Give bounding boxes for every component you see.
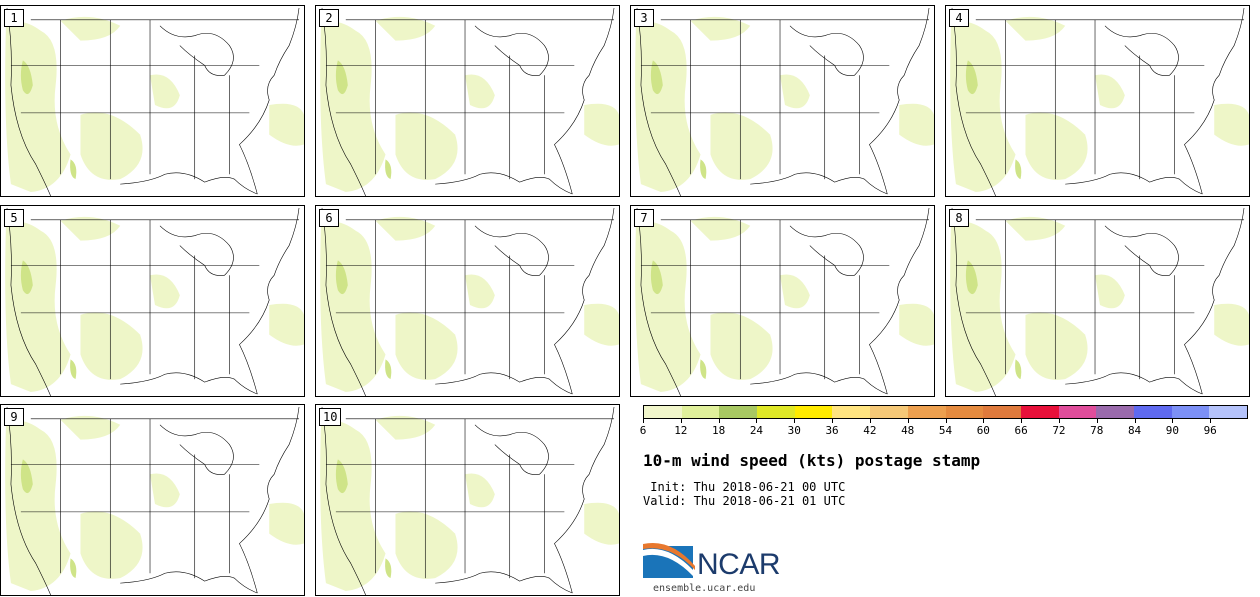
init-time: Init: Thu 2018-06-21 00 UTC [643,480,846,494]
colorbar-tick-label: 12 [674,424,688,437]
member-number-label: 8 [949,209,969,227]
colorbar-tick-mark [983,419,985,423]
member-number-label: 9 [4,408,24,426]
colorbar-swatch [681,406,720,418]
colorbar-tick-label: 48 [901,424,915,437]
colorbar-tick-label: 96 [1203,424,1217,437]
ncar-logo-text: NCAR [697,548,781,581]
colorbar-tick-label: 30 [787,424,801,437]
us-map [320,406,619,595]
colorbar-swatch [1171,406,1210,418]
colorbar-swatch [757,406,795,418]
colorbar-tick-label: 18 [712,424,726,437]
colorbar-tick-label: 6 [639,424,647,437]
colorbar-tick-mark [1210,419,1212,423]
colorbar-tick-mark [907,419,909,423]
ensemble-member-panel: 10 [315,404,620,596]
colorbar-tick-label: 60 [976,424,990,437]
us-map [320,7,619,196]
colorbar-swatch [1058,406,1097,418]
colorbar-tick-label: 84 [1127,424,1142,437]
colorbar-swatch [719,406,758,418]
colorbar-swatch [945,406,984,418]
colorbar-tick-mark [1058,419,1060,423]
us-map [950,207,1249,396]
colorbar-tick-label: 24 [749,424,764,437]
ensemble-member-panel: 2 [315,5,620,197]
colorbar-tick-mark [794,419,796,423]
colorbar-tick-mark [832,419,834,423]
colorbar-swatch [870,406,908,418]
wind-speed-colorbar [643,405,1248,419]
us-map [5,207,304,396]
valid-time: Valid: Thu 2018-06-21 01 UTC [643,494,846,508]
colorbar-swatch [644,406,682,418]
colorbar-swatch [1133,406,1172,418]
colorbar-tick-mark [1134,419,1136,423]
ensemble-member-panel: 1 [0,5,305,197]
member-number-label: 4 [949,9,969,27]
website-url[interactable]: ensemble.ucar.edu [653,583,756,594]
colorbar-tick-label: 42 [863,424,877,437]
ncar-logo-icon [643,542,793,580]
colorbar-swatch [794,406,833,418]
member-number-label: 5 [4,209,24,227]
colorbar-tick-mark [1021,419,1023,423]
ensemble-member-panel: 4 [945,5,1250,197]
colorbar-swatch [1096,406,1134,418]
ensemble-member-panel: 6 [315,205,620,397]
colorbar-tick-mark [756,419,758,423]
colorbar-swatch [983,406,1021,418]
ensemble-member-panel: 7 [630,205,935,397]
member-number-label: 10 [319,408,342,426]
colorbar-tick-labels: 6 12 18 24 30 36 42 48 54 60 66 72 78 84 90 96 [639,419,1248,439]
colorbar-swatch [907,406,946,418]
colorbar-tick-mark [1096,419,1098,423]
us-map [635,207,934,396]
us-map [320,207,619,396]
colorbar-tick-label: 78 [1090,424,1104,437]
colorbar-tick-mark [945,419,947,423]
ensemble-member-panel: 3 [630,5,935,197]
colorbar-tick-mark [680,419,682,423]
colorbar-tick-label: 90 [1165,424,1179,437]
ensemble-member-panel: 5 [0,205,305,397]
member-number-label: 1 [4,9,24,27]
colorbar-tick-label: 36 [825,424,839,437]
colorbar-tick-label: 54 [938,424,953,437]
colorbar-tick-mark [869,419,871,423]
member-number-label: 2 [319,9,339,27]
ensemble-member-panel: 8 [945,205,1250,397]
us-map [950,7,1249,196]
ensemble-member-panel: 9 [0,404,305,596]
us-map [5,406,304,595]
plot-title: 10-m wind speed (kts) postage stamp [643,451,981,470]
colorbar-swatch [1020,406,1059,418]
colorbar-tick-mark [718,419,720,423]
member-number-label: 6 [319,209,339,227]
colorbar-tick-label: 66 [1014,424,1028,437]
colorbar-tick-mark [1172,419,1174,423]
colorbar-swatch [832,406,871,418]
member-number-label: 7 [634,209,654,227]
us-map [5,7,304,196]
colorbar-tick-label: 72 [1052,424,1066,437]
us-map [635,7,934,196]
colorbar-tick-mark [643,419,644,423]
colorbar-swatch [1209,406,1247,418]
member-number-label: 3 [634,9,654,27]
